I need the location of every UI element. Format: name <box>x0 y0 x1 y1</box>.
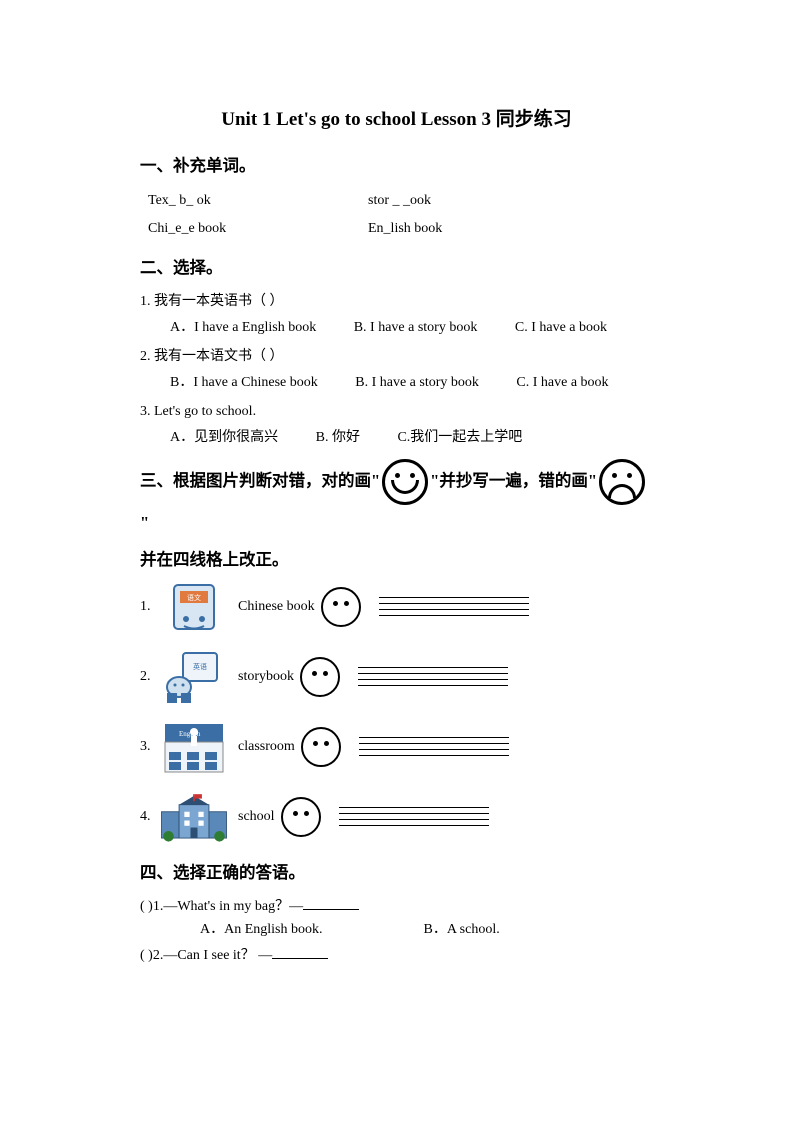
pic4-label: school <box>238 806 275 828</box>
pic3-num: 3. <box>140 736 158 758</box>
q2-c: C. I have a book <box>516 375 608 390</box>
s4-q2: ( )2.—Can I see it？ — <box>140 945 653 967</box>
fill-row-1: Tex_ b_ ok stor _ _ook <box>140 190 653 212</box>
q2: 2. 我有一本语文书（ ） <box>140 346 653 368</box>
pic2-label: storybook <box>238 666 294 688</box>
face-blank-icon <box>281 797 321 837</box>
section3-tail: 并在四线格上改正。 <box>140 542 653 578</box>
q3: 3. Let's go to school. <box>140 401 653 423</box>
pic4-image <box>158 788 230 846</box>
q1-text: 我有一本英语书（ ） <box>154 294 284 309</box>
pic1-label: Chinese book <box>238 596 315 618</box>
section4-heading: 四、选择正确的答语。 <box>140 860 653 886</box>
section3-heading: 三、根据图片判断对错，对的画" "并抄写一遍，错的画" " <box>140 459 653 541</box>
frown-icon <box>599 459 645 505</box>
fill-1b: stor _ _ook <box>368 190 431 212</box>
q3-b: B. 你好 <box>316 430 360 445</box>
section1-heading: 一、补充单词。 <box>140 153 653 179</box>
fill-row-2: Chi_e_e book En_lish book <box>140 218 653 240</box>
pic4-num: 4. <box>140 806 158 828</box>
blank-line <box>303 909 359 910</box>
q1-a: A．I have a English book <box>170 320 316 335</box>
s3-part3: " <box>140 513 149 532</box>
q1: 1. 我有一本英语书（ ） <box>140 291 653 313</box>
pic3-label: classroom <box>238 736 295 758</box>
writing-lines <box>359 737 509 756</box>
smile-icon <box>382 459 428 505</box>
q2-options: B．I have a Chinese book B. I have a stor… <box>140 372 653 394</box>
pic3-image: English <box>158 718 230 776</box>
q3-c: C.我们一起去上学吧 <box>397 430 522 445</box>
q1-options: A．I have a English book B. I have a stor… <box>140 317 653 339</box>
pic-row-4: 4. school <box>140 788 653 846</box>
s4-q2-prefix: ( )2.—Can I see it？ — <box>140 948 272 963</box>
pic-row-3: 3. English classroom <box>140 718 653 776</box>
pic1-num: 1. <box>140 596 158 618</box>
s4-q1-options: A．An English book. B．A school. <box>140 919 653 941</box>
svg-text:英语: 英语 <box>193 662 207 671</box>
q2-b: B. I have a story book <box>355 375 479 390</box>
pic-row-2: 2. 英语 storybook <box>140 648 653 706</box>
fill-2a: Chi_e_e book <box>148 218 368 240</box>
q3-options: A．见到你很高兴 B. 你好 C.我们一起去上学吧 <box>140 427 653 449</box>
q1-num: 1. <box>140 294 151 309</box>
q3-num: 3. <box>140 404 151 419</box>
s3-part2: "并抄写一遍，错的画" <box>430 471 597 490</box>
page-title: Unit 1 Let's go to school Lesson 3 同步练习 <box>140 105 653 135</box>
blank-line <box>272 958 328 959</box>
pic2-num: 2. <box>140 666 158 688</box>
s4-q1: ( )1.—What's in my bag？— <box>140 896 653 918</box>
q1-b: B. I have a story book <box>354 320 478 335</box>
pic1-image: 语文 <box>158 578 230 636</box>
q3-text: Let's go to school. <box>154 404 256 419</box>
fill-2b: En_lish book <box>368 218 442 240</box>
writing-lines <box>339 807 489 826</box>
s3-part1: 三、根据图片判断对错，对的画" <box>140 471 380 490</box>
q3-a: A．见到你很高兴 <box>170 430 278 445</box>
q2-num: 2. <box>140 349 151 364</box>
fill-1a: Tex_ b_ ok <box>148 190 368 212</box>
s4-q1-prefix: ( )1.—What's in my bag？— <box>140 899 303 914</box>
s4-q1-a: A．An English book. <box>200 919 420 941</box>
section2-heading: 二、选择。 <box>140 255 653 281</box>
writing-lines <box>358 667 508 686</box>
face-blank-icon <box>301 727 341 767</box>
writing-lines <box>379 597 529 616</box>
s4-q1-b: B．A school. <box>424 922 500 937</box>
pic2-image: 英语 <box>158 648 230 706</box>
q2-a: B．I have a Chinese book <box>170 375 318 390</box>
q1-c: C. I have a book <box>515 320 607 335</box>
face-blank-icon <box>321 587 361 627</box>
pic-row-1: 1. 语文 Chinese book <box>140 578 653 636</box>
face-blank-icon <box>300 657 340 697</box>
q2-text: 我有一本语文书（ ） <box>154 349 284 364</box>
svg-text:语文: 语文 <box>187 593 201 602</box>
